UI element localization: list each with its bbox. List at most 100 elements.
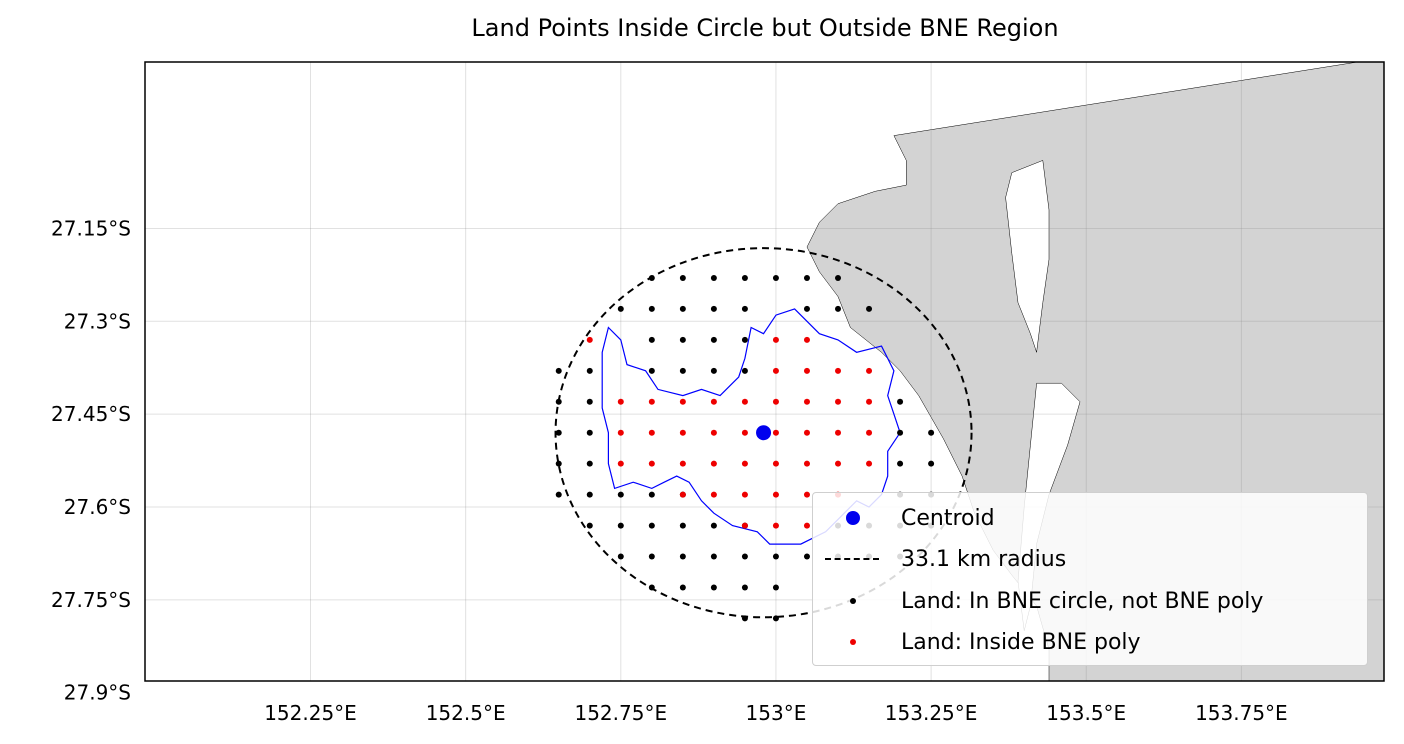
x-tick-label: 153.25°E [885, 701, 978, 725]
land-point-inside [803, 460, 810, 467]
land-point-outside [710, 367, 717, 374]
legend-label: Land: Inside BNE poly [901, 629, 1141, 655]
legend-item-outside-points: Land: In BNE circle, not BNE poly [813, 586, 1263, 616]
y-tick-label: 27.9°S [64, 681, 131, 705]
land-point-inside [866, 429, 873, 436]
land-point-outside [586, 398, 593, 405]
land-point-outside [772, 615, 779, 622]
land-point-outside [897, 460, 904, 467]
land-point-outside [617, 522, 624, 529]
land-point-inside [803, 429, 810, 436]
land-point-inside [741, 491, 748, 498]
land-point-inside [772, 429, 779, 436]
land-point-outside [679, 584, 686, 591]
land-point-inside [741, 522, 748, 529]
land-point-outside [741, 274, 748, 281]
land-point-inside [679, 491, 686, 498]
land-point-outside [710, 584, 717, 591]
legend-item-inside-points: Land: Inside BNE poly [813, 627, 1141, 657]
radius-circle [554, 247, 973, 619]
land-point-outside [679, 274, 686, 281]
legend-item-radius: 33.1 km radius [813, 544, 1066, 574]
land-point-outside [679, 367, 686, 374]
land-point-outside [741, 305, 748, 312]
land-point-outside [555, 398, 562, 405]
land-point-outside [741, 584, 748, 591]
land-point-inside [803, 398, 810, 405]
land-point-inside [741, 429, 748, 436]
land-point-outside [586, 367, 593, 374]
y-tick-label: 27.15°S [51, 216, 131, 240]
land-point-outside [772, 553, 779, 560]
land-point-outside [648, 367, 655, 374]
land-point-outside [679, 305, 686, 312]
land-point-outside [648, 584, 655, 591]
land-point-inside [866, 460, 873, 467]
land-point-inside [710, 429, 717, 436]
land-point-inside [772, 336, 779, 343]
land-point-inside [866, 367, 873, 374]
land-point-outside [648, 491, 655, 498]
dashed-line-icon [825, 558, 879, 560]
centroid-marker-icon [846, 511, 860, 525]
land-point-outside [648, 336, 655, 343]
land-point-inside [648, 460, 655, 467]
land-point-inside [710, 491, 717, 498]
land-point-outside [648, 274, 655, 281]
land-point-outside [835, 274, 842, 281]
land-point-outside [772, 274, 779, 281]
land-point-outside [648, 305, 655, 312]
land-point-inside [741, 398, 748, 405]
centroid-marker [756, 425, 772, 441]
land-point-outside [679, 336, 686, 343]
bne-boundary [601, 308, 901, 545]
land-point-inside [710, 398, 717, 405]
x-tick-label: 153.5°E [1046, 701, 1126, 725]
x-tick-label: 152.75°E [574, 701, 667, 725]
land-point-inside [803, 367, 810, 374]
land-point-outside [928, 429, 935, 436]
land-point-outside [586, 429, 593, 436]
land-point-outside [617, 491, 624, 498]
x-axis-ticks: 152.25°E 152.5°E 152.75°E 153°E 153.25°E 153.… [264, 701, 1288, 725]
land-point-outside [772, 584, 779, 591]
y-tick-label: 27.75°S [51, 588, 131, 612]
land-point-outside [679, 553, 686, 560]
land-point-outside [803, 553, 810, 560]
land-point-outside [741, 367, 748, 374]
land-point-inside [741, 460, 748, 467]
land-point-inside [648, 429, 655, 436]
land-point-outside [741, 336, 748, 343]
land-point-outside [710, 553, 717, 560]
island-north [1005, 160, 1050, 353]
land-point-inside [679, 398, 686, 405]
x-tick-label: 152.25°E [264, 701, 357, 725]
y-tick-label: 27.6°S [64, 495, 131, 519]
y-tick-label: 27.3°S [64, 309, 131, 333]
x-tick-label: 153.75°E [1195, 701, 1288, 725]
land-point-outside [555, 491, 562, 498]
land-point-outside [555, 460, 562, 467]
land-point-outside [803, 305, 810, 312]
land-point-outside [866, 305, 873, 312]
land-point-inside [617, 429, 624, 436]
land-point-inside [648, 398, 655, 405]
land-point-inside [803, 336, 810, 343]
land-point-outside [710, 274, 717, 281]
land-point-inside [617, 398, 624, 405]
legend-item-centroid: Centroid [813, 503, 995, 533]
land-point-outside [741, 553, 748, 560]
land-point-outside [679, 522, 686, 529]
land-point-inside [803, 522, 810, 529]
bne-polygon [601, 308, 901, 545]
land-point-outside [710, 305, 717, 312]
land-point-outside [617, 305, 624, 312]
land-point-outside [586, 491, 593, 498]
land-point-outside [897, 429, 904, 436]
black-dot-icon [850, 598, 856, 604]
land-point-inside [772, 491, 779, 498]
chart-title: Land Points Inside Circle but Outside BN… [471, 14, 1059, 42]
land-point-inside [772, 522, 779, 529]
land-point-outside [710, 522, 717, 529]
legend-label: 33.1 km radius [901, 546, 1067, 572]
